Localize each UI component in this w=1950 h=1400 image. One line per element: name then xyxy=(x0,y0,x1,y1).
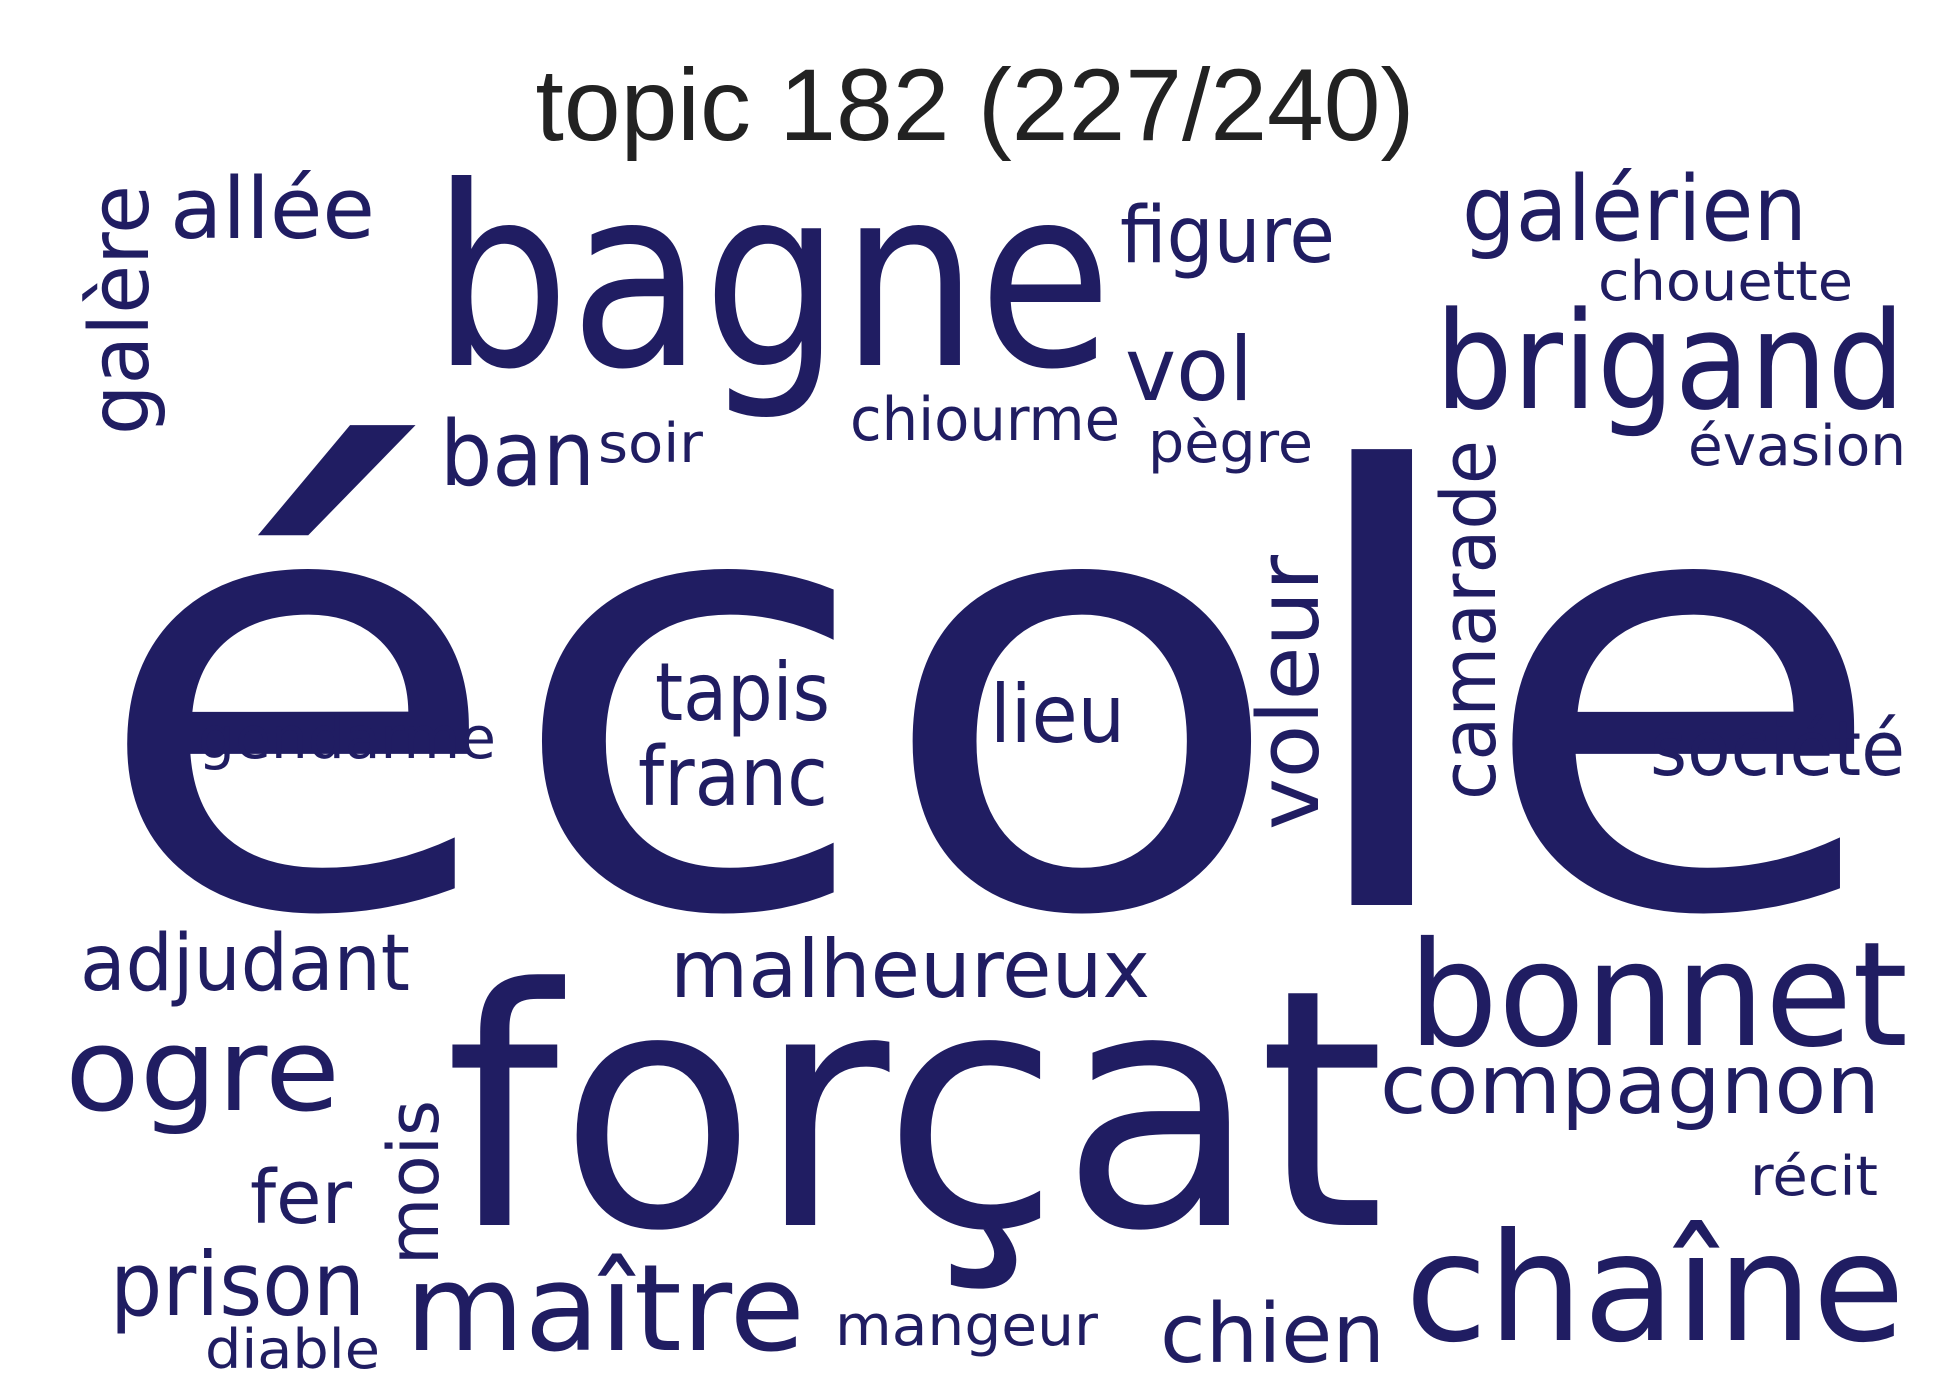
word-chouette: chouette xyxy=(1598,250,1853,313)
word-tapis: tapis xyxy=(655,646,830,739)
word-lieu: lieu xyxy=(990,668,1125,761)
word-pegre: pègre xyxy=(1148,411,1313,476)
word-compagnon: compagnon xyxy=(1380,1038,1880,1133)
word-fer: fer xyxy=(250,1155,353,1241)
word-maitre: maître xyxy=(405,1240,805,1379)
word-allee: allée xyxy=(170,160,375,259)
word-ecole: école xyxy=(90,348,1890,1047)
word-bagne: bagne xyxy=(432,133,1112,424)
word-chaine: chaîne xyxy=(1405,1202,1905,1376)
word-recit: récit xyxy=(1750,1145,1878,1208)
page-title: topic 182 (227/240) xyxy=(535,48,1415,162)
word-galere: galère xyxy=(73,185,168,435)
word-diable: diable xyxy=(205,1318,380,1381)
word-prison: prison xyxy=(110,1233,365,1336)
word-voleur: voleur xyxy=(1240,555,1339,830)
word-ogre: ogre xyxy=(65,1004,340,1138)
word-evasion: évasion xyxy=(1688,414,1906,479)
word-gendarme: gendarme xyxy=(198,704,496,772)
word-vol: vol xyxy=(1125,318,1253,421)
word-ban: ban xyxy=(440,402,595,507)
word-franc: franc xyxy=(638,730,828,825)
word-chiourme: chiourme xyxy=(850,385,1120,455)
word-mois: mois xyxy=(373,1100,455,1265)
word-brigand: brigand xyxy=(1435,283,1905,440)
word-chien: chien xyxy=(1160,1287,1385,1382)
word-galerien: galérien xyxy=(1462,157,1807,262)
word-figure: figure xyxy=(1120,191,1335,281)
word-adjudant: adjudant xyxy=(80,919,410,1009)
word-malheureux: malheureux xyxy=(670,923,1150,1016)
word-soir: soir xyxy=(598,412,704,475)
word-mangeur: mangeur xyxy=(835,1294,1099,1359)
word-bonnet: bonnet xyxy=(1408,911,1908,1080)
word-camarade: camarade xyxy=(1424,440,1513,800)
word-societe: société xyxy=(1650,704,1905,793)
word-forcat: forçat xyxy=(445,919,1385,1303)
